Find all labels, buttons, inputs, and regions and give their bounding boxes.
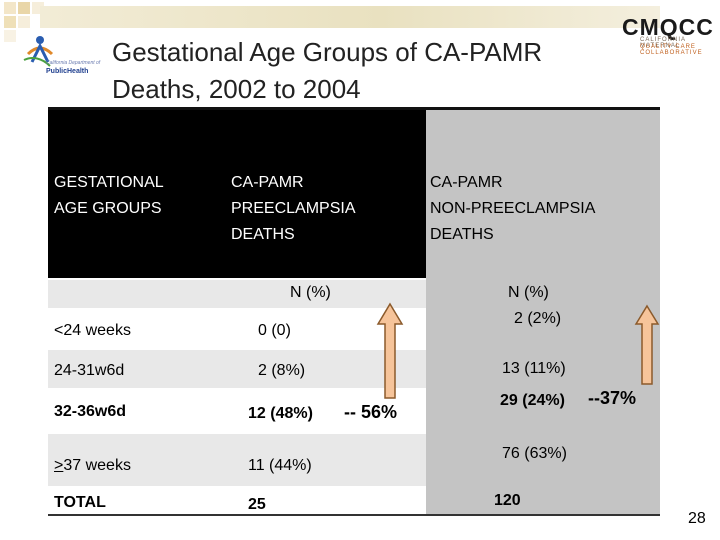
table-row	[48, 434, 426, 486]
cmqcc-subtitle-2: QUALITY CARE COLLABORATIVE	[640, 44, 703, 56]
header-line: PREECLAMPSIA	[231, 200, 356, 217]
pre-value: 2 (8%)	[258, 362, 306, 379]
header-line: GESTATIONAL	[54, 174, 164, 191]
public-health-logo	[23, 36, 54, 67]
title-divider	[48, 107, 660, 110]
cmqcc-subtitle-1: CALIFORNIA MATERNAL	[640, 37, 686, 49]
header-line: CA-PAMR	[231, 174, 304, 191]
cmqcc-logo: CMQCC	[622, 14, 714, 40]
corner-squares-decoration	[4, 2, 44, 42]
header-preeclampsia: CA-PAMR PREECLAMPSIA DEATHS	[231, 170, 355, 248]
subheader-row	[48, 280, 426, 308]
row-label-text: 37 weeks	[63, 457, 131, 474]
subheader-n-pct-nonpre: N (%)	[508, 284, 549, 301]
row-label: 24-31w6d	[54, 362, 125, 379]
slide-title-line-2: Deaths, 2002 to 2004	[112, 74, 361, 104]
header-gestational-age: GESTATIONAL AGE GROUPS	[54, 170, 164, 222]
slide-title-line-1: Gestational Age Groups of CA-PAMR	[112, 37, 543, 67]
nonpre-value: 120	[494, 492, 521, 509]
public-health-tagline: California Department of	[46, 60, 101, 66]
nonpre-annotation: --37%	[588, 388, 637, 408]
table-header-black	[48, 110, 426, 278]
nonpre-value: 2 (2%)	[514, 310, 562, 327]
pre-value: 12 (48%)	[248, 405, 313, 422]
header-line: DEATHS	[430, 226, 494, 243]
pre-value: 11 (44%)	[248, 457, 312, 474]
header-line: NON-PREECLAMPSIA	[430, 200, 596, 217]
nonpre-value: 76 (63%)	[502, 445, 567, 462]
header-line: CA-PAMR	[430, 174, 503, 191]
table-row	[48, 308, 426, 350]
pre-annotation: -- 56%	[344, 402, 398, 422]
header-line: AGE GROUPS	[54, 200, 162, 217]
pre-value: 0 (0)	[258, 322, 291, 339]
row-label: <24 weeks	[54, 322, 131, 339]
table-bottom-rule	[48, 514, 660, 516]
header-non-preeclampsia: CA-PAMR NON-PREECLAMPSIA DEATHS	[430, 170, 595, 248]
table-header-gray	[426, 110, 660, 278]
slide-title: Gestational Age Groups of CA-PAMR Deaths…	[112, 34, 632, 108]
row-label: TOTAL	[54, 494, 106, 511]
non-preeclampsia-column-panel	[426, 278, 660, 516]
nonpre-value: 13 (11%)	[502, 360, 566, 377]
row-label: 32-36w6d	[54, 403, 127, 420]
page-number: 28	[688, 510, 706, 527]
table-row	[48, 388, 426, 434]
greater-equal-symbol: >	[54, 457, 64, 474]
subheader-n-pct: N (%)	[290, 284, 331, 301]
row-label: >37 weeks	[54, 457, 131, 475]
pre-value: 25	[248, 496, 266, 513]
header-line: DEATHS	[231, 226, 295, 243]
nonpre-value: 29 (24%)	[500, 392, 565, 409]
up-arrow-icon	[376, 302, 404, 399]
table-row	[48, 486, 426, 514]
up-arrow-icon	[634, 304, 660, 385]
table-row	[48, 350, 426, 388]
public-health-wordmark: PublicHealth	[46, 68, 89, 75]
header-stripe	[40, 6, 660, 28]
